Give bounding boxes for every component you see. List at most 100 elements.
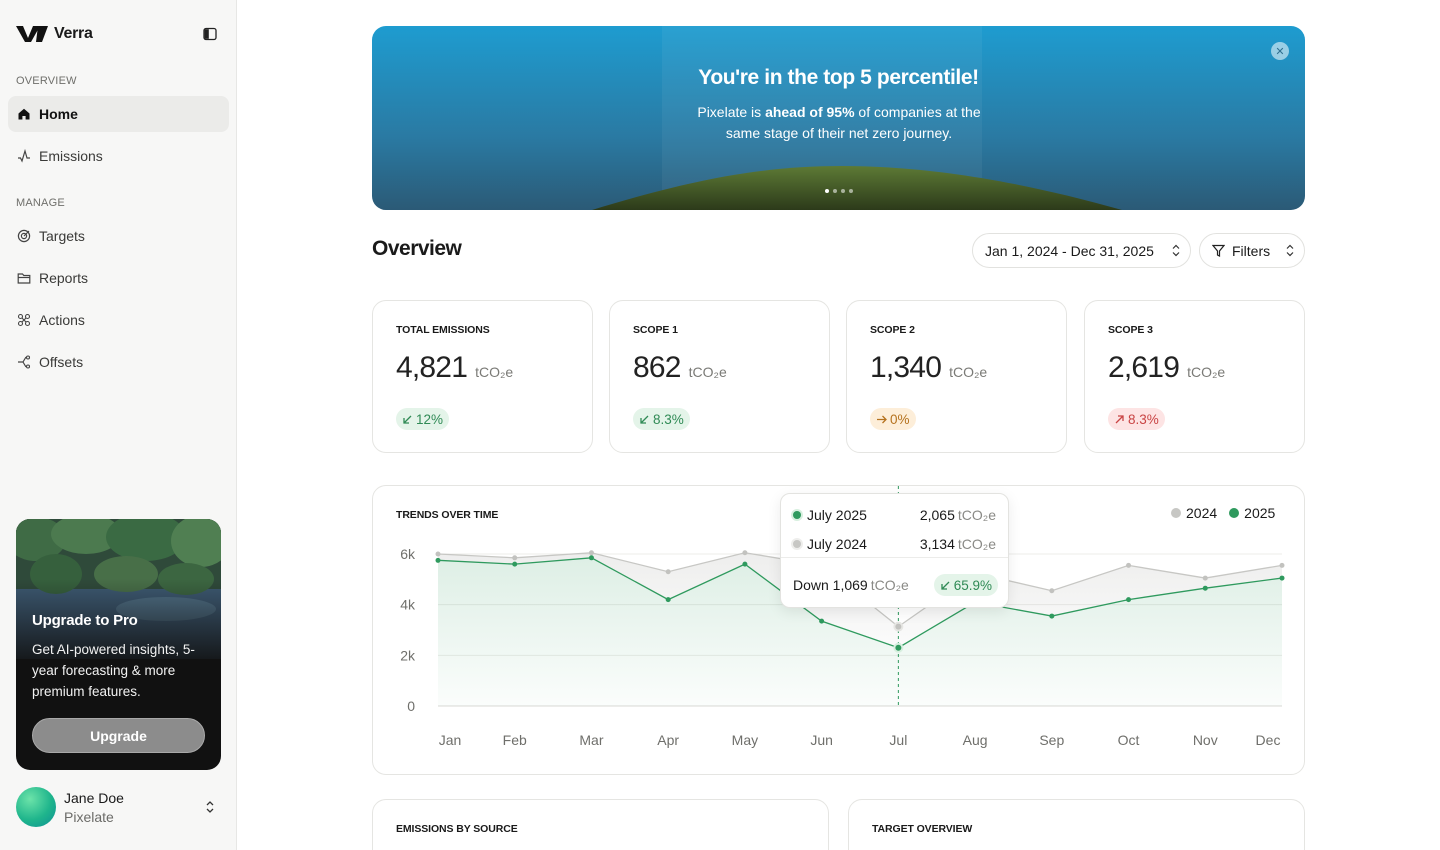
filters-button[interactable]: Filters — [1199, 233, 1305, 268]
card-title: EMISSIONS BY SOURCE — [396, 823, 518, 835]
arrow-down-left-icon — [941, 581, 950, 590]
arrow-down-left-icon — [640, 415, 649, 424]
close-icon[interactable]: ✕ — [1271, 42, 1289, 60]
sidebar-item-actions[interactable]: Actions — [8, 302, 229, 338]
chart-tooltip: July 2025 2,065 tCO₂e July 2024 3,134 tC… — [780, 493, 1009, 608]
tooltip-label: July 2025 — [807, 507, 867, 523]
change-value: 12% — [416, 411, 444, 427]
chevron-updown-icon — [1172, 244, 1180, 257]
metric-card-scope2[interactable]: SCOPE 2 1,340 tCO₂e 0% — [846, 300, 1067, 453]
data-point-2024 — [893, 621, 904, 632]
metric-unit: tCO₂e — [475, 364, 514, 380]
x-tick-label: Dec — [1256, 732, 1281, 748]
sidebar-item-label: Emissions — [39, 148, 103, 164]
tooltip-label: July 2024 — [807, 536, 867, 552]
sidebar-item-emissions[interactable]: Emissions — [8, 138, 229, 174]
promo-text: Get AI-powered insights, 5-year forecast… — [32, 642, 195, 699]
data-point-2025 — [435, 557, 441, 563]
y-tick-label: 4k — [400, 597, 416, 613]
chart-legend: 2024 2025 — [1171, 505, 1275, 521]
card-title: TARGET OVERVIEW — [872, 823, 973, 835]
banner-title: You're in the top 5 percentile! — [698, 66, 979, 89]
metric-value-group: 1,340 tCO₂e — [870, 351, 987, 385]
carousel-dot[interactable] — [833, 189, 837, 193]
x-tick-label: Feb — [503, 732, 527, 748]
data-point-2025 — [819, 618, 825, 624]
change-badge: 0% — [870, 408, 916, 430]
x-tick-label: Oct — [1118, 732, 1140, 748]
metric-unit: tCO₂e — [1187, 364, 1226, 380]
metric-card-scope1[interactable]: SCOPE 1 862 tCO₂e 8.3% — [609, 300, 830, 453]
emissions-by-source-card: EMISSIONS BY SOURCE — [372, 799, 829, 850]
arrow-up-right-icon — [1115, 414, 1124, 423]
filters-label: Filters — [1232, 242, 1271, 259]
date-range-value: Jan 1, 2024 - Dec 31, 2025 — [985, 242, 1154, 259]
carousel-dot[interactable] — [825, 189, 829, 193]
metric-label: TOTAL EMISSIONS — [396, 324, 490, 336]
carousel-dot[interactable] — [849, 189, 853, 193]
target-overview-card: TARGET OVERVIEW — [848, 799, 1305, 850]
metric-value: 2,619 — [1108, 351, 1180, 384]
tooltip-dot — [793, 511, 801, 519]
change-badge: 8.3% — [1108, 408, 1165, 430]
achievement-banner: You're in the top 5 percentile! Pixelate… — [372, 26, 1305, 210]
change-value: 8.3% — [653, 411, 684, 427]
brand[interactable]: Verra — [16, 24, 93, 44]
user-org: Pixelate — [64, 808, 114, 825]
data-point-2025 — [512, 561, 518, 567]
sidebar-item-label: Offsets — [39, 354, 84, 370]
sidebar-item-targets[interactable]: Targets — [8, 218, 229, 254]
carousel-dot[interactable] — [841, 189, 845, 193]
metric-card-total[interactable]: TOTAL EMISSIONS 4,821 tCO₂e 12% — [372, 300, 593, 453]
legend-item-2025[interactable]: 2025 — [1229, 505, 1275, 521]
tooltip-row-2025: July 2025 2,065 tCO₂e — [793, 507, 996, 523]
verra-logo-icon — [16, 26, 48, 42]
y-tick-label: 0 — [407, 698, 415, 714]
user-menu[interactable]: Jane Doe Pixelate — [16, 787, 124, 827]
change-badge: 65.9% — [933, 574, 998, 596]
legend-label: 2024 — [1186, 505, 1218, 521]
metric-value-group: 2,619 tCO₂e — [1108, 351, 1225, 385]
metric-value-group: 862 tCO₂e — [633, 351, 727, 385]
user-name: Jane Doe — [64, 789, 124, 806]
date-range-select[interactable]: Jan 1, 2024 - Dec 31, 2025 — [972, 233, 1191, 268]
tooltip-summary-label: Down 1,069 — [793, 577, 868, 593]
sidebar-item-offsets[interactable]: Offsets — [8, 344, 229, 380]
arrow-right-icon — [877, 415, 887, 423]
upgrade-button[interactable]: Upgrade — [32, 718, 205, 753]
legend-item-2024[interactable]: 2024 — [1171, 505, 1217, 521]
actions-icon — [17, 313, 31, 327]
x-tick-label: Jun — [810, 732, 833, 748]
sidebar: Verra OVERVIEW Home Emissions MANAGE Tar… — [0, 0, 237, 850]
metric-label: SCOPE 2 — [870, 324, 915, 336]
data-point-2024 — [1202, 575, 1208, 581]
trends-title: TRENDS OVER TIME — [396, 509, 499, 521]
offsets-icon — [18, 355, 31, 369]
metric-card-scope3[interactable]: SCOPE 3 2,619 tCO₂e 8.3% — [1084, 300, 1305, 453]
x-tick-label: May — [732, 732, 758, 748]
folder-icon — [17, 273, 31, 284]
data-point-2025 — [665, 597, 671, 603]
x-tick-label: Jul — [889, 732, 907, 748]
target-icon — [17, 229, 31, 243]
sidebar-item-reports[interactable]: Reports — [8, 260, 229, 296]
legend-dot — [1171, 508, 1181, 518]
change-value: 8.3% — [1128, 411, 1159, 427]
metric-value: 862 — [633, 351, 681, 384]
brand-name: Verra — [54, 25, 93, 42]
banner-landscape-image — [372, 26, 1305, 210]
sidebar-toggle-icon[interactable] — [203, 27, 217, 41]
metric-value: 4,821 — [396, 351, 468, 384]
sidebar-item-home[interactable]: Home — [8, 96, 229, 132]
tooltip-dot — [793, 540, 801, 548]
tooltip-unit: tCO₂e — [957, 507, 996, 523]
arrow-down-left-icon — [403, 415, 412, 424]
change-value: 0% — [890, 411, 910, 427]
x-tick-label: Sep — [1039, 732, 1064, 748]
x-tick-label: Aug — [963, 732, 988, 748]
data-point-2024 — [742, 550, 748, 556]
chevron-updown-icon[interactable] — [205, 800, 215, 814]
data-point-2024 — [665, 569, 671, 575]
tooltip-divider — [781, 557, 1008, 558]
tooltip-summary: Down 1,069 tCO₂e 65.9% — [793, 574, 998, 596]
